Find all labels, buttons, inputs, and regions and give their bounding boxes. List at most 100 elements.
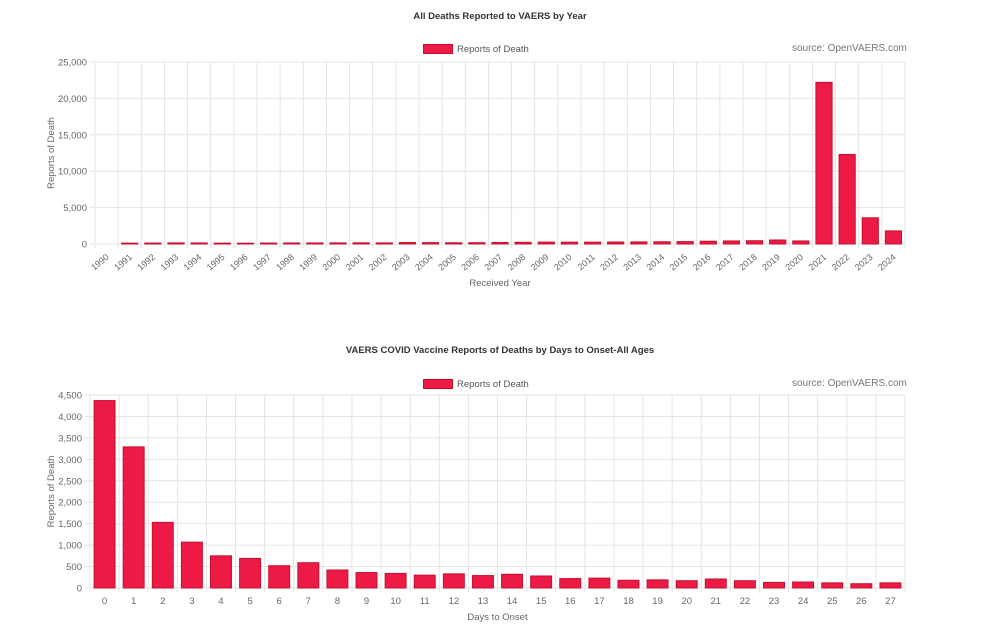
x-tick-label: 1996 <box>228 252 250 273</box>
x-tick-label: 19 <box>652 596 663 607</box>
x-tick-label: 20 <box>681 596 692 607</box>
bar <box>559 578 582 589</box>
bar <box>530 575 553 589</box>
bar <box>676 241 694 245</box>
bar <box>745 240 764 245</box>
bar-chart-plot: 0 500 1,000 1,500 2,000 2,500 3,000 3,500 4,000 4… <box>46 391 906 623</box>
bar <box>213 242 231 245</box>
bar <box>445 242 463 245</box>
bar <box>537 241 555 245</box>
x-tick-label: 17 <box>594 596 605 607</box>
y-tick-label: 4,000 <box>58 412 82 423</box>
x-tick-label: 2016 <box>691 252 713 273</box>
x-tick-label: 2007 <box>483 252 505 273</box>
x-tick-label: 6 <box>277 596 282 607</box>
x-tick-label: 1991 <box>112 252 134 273</box>
bar <box>815 81 833 245</box>
bar <box>821 582 844 589</box>
bar <box>190 242 208 245</box>
bar <box>297 562 320 589</box>
bar <box>306 242 324 245</box>
bar <box>607 241 625 245</box>
legend-label: Reports of Death <box>457 43 529 55</box>
y-tick-label: 15,000 <box>58 130 87 141</box>
bar <box>879 582 902 589</box>
bar <box>442 573 465 589</box>
bar <box>583 241 602 245</box>
x-tick-label: 1998 <box>274 252 296 273</box>
bar <box>352 242 370 245</box>
bar <box>167 242 185 245</box>
x-tick-label: 23 <box>769 596 780 607</box>
bar <box>93 400 116 589</box>
x-tick-label: 5 <box>247 596 252 607</box>
x-tick-label: 15 <box>536 596 547 607</box>
y-tick-label: 10,000 <box>58 167 87 178</box>
x-tick-label: 1993 <box>159 252 181 273</box>
bar <box>763 581 785 589</box>
bar <box>471 575 494 589</box>
x-tick-label: 2003 <box>390 252 412 273</box>
chart-title: VAERS COVID Vaccine Reports of Deaths by… <box>345 345 655 356</box>
deaths-by-year-chart: All Deaths Reported to VAERS by Year Rep… <box>46 11 907 289</box>
legend[interactable]: Reports of Death <box>423 378 529 390</box>
bar <box>838 153 856 245</box>
bar <box>268 565 291 589</box>
y-tick-label: 25,000 <box>58 58 87 69</box>
x-tick-label: 14 <box>507 596 518 607</box>
bar <box>326 569 349 589</box>
x-tick-label: 27 <box>885 596 896 607</box>
x-tick-label: 10 <box>390 596 401 607</box>
x-tick-label: 2002 <box>367 252 389 273</box>
bar <box>180 541 203 589</box>
bar <box>122 446 145 589</box>
x-tick-label: 1999 <box>297 252 319 273</box>
x-tick-label: 2001 <box>344 252 366 273</box>
x-axis-label: Days to Onset <box>467 612 528 623</box>
bar <box>151 521 174 589</box>
x-tick-label: 2018 <box>737 252 759 273</box>
legend[interactable]: Reports of Death <box>423 43 529 55</box>
x-tick-label: 1997 <box>251 252 273 273</box>
bar <box>239 557 262 589</box>
y-tick-label: 3,000 <box>58 455 82 466</box>
x-tick-label: 2008 <box>506 252 528 273</box>
x-tick-label: 2023 <box>853 252 875 273</box>
x-tick-label: 18 <box>623 596 634 607</box>
bar <box>514 241 532 245</box>
bar <box>675 580 698 589</box>
bar <box>144 242 162 245</box>
bar <box>884 230 903 245</box>
x-tick-label: 26 <box>856 596 867 607</box>
x-tick-label: 1995 <box>205 252 227 273</box>
bar <box>653 241 671 245</box>
bar <box>646 579 669 589</box>
bar <box>861 217 879 245</box>
bar <box>722 240 741 245</box>
x-tick-label: 2000 <box>321 252 343 273</box>
x-tick-label: 2005 <box>436 252 458 273</box>
x-tick-label: 24 <box>798 596 809 607</box>
bar <box>501 573 524 589</box>
x-tick-label: 7 <box>306 596 311 607</box>
bar <box>468 242 486 245</box>
x-tick-label: 2011 <box>576 252 597 272</box>
bar <box>384 572 407 589</box>
bar <box>398 242 417 245</box>
x-axis-label: Received Year <box>469 278 530 289</box>
x-tick-label: 25 <box>827 596 838 607</box>
x-tick-label: 2014 <box>645 252 667 273</box>
source-label: source: OpenVAERS.com <box>792 43 907 54</box>
x-tick-label: 22 <box>740 596 751 607</box>
bar <box>699 240 717 245</box>
legend-swatch <box>423 44 453 54</box>
bar <box>733 580 756 589</box>
bar <box>236 242 255 245</box>
bar <box>121 242 139 245</box>
x-tick-label: 2 <box>160 596 165 607</box>
x-tick-label: 2024 <box>876 252 898 273</box>
y-tick-label: 0 <box>82 240 87 251</box>
bar <box>491 242 509 245</box>
x-tick-label: 1992 <box>135 252 157 273</box>
y-tick-label: 4,500 <box>58 391 82 402</box>
